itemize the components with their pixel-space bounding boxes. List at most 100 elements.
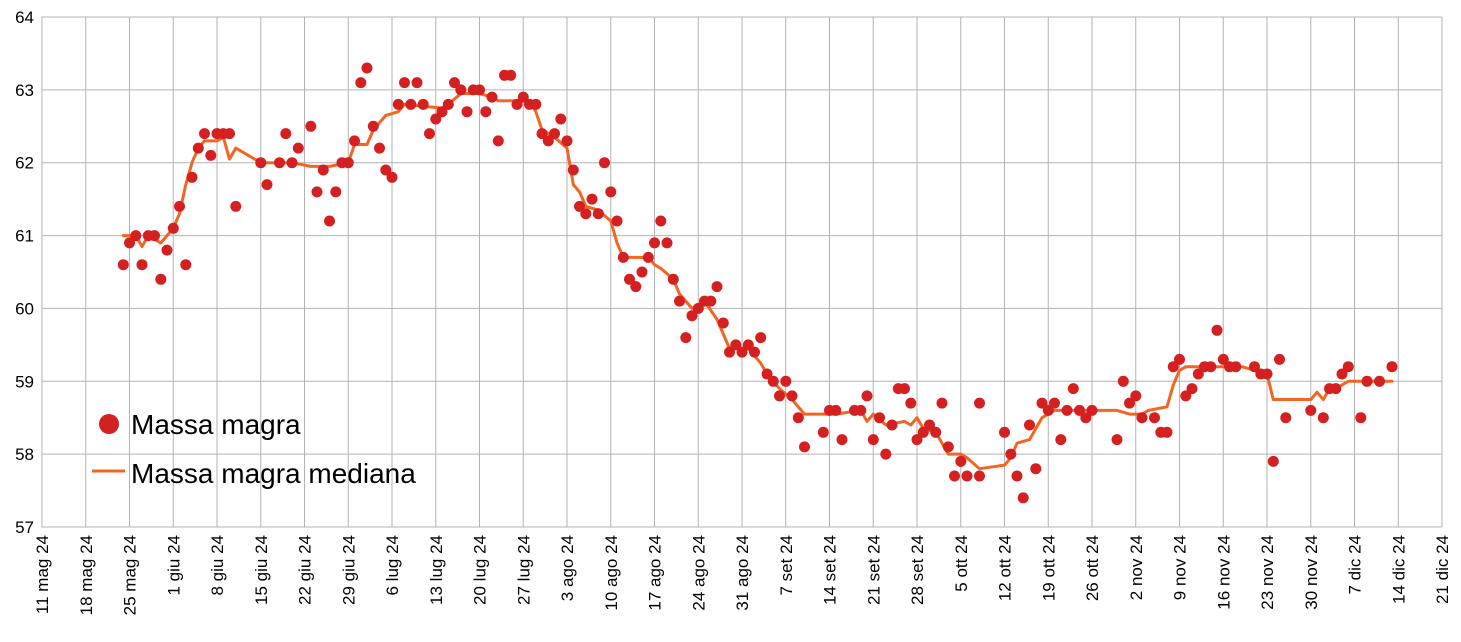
x-tick-label: 21 set 24 (864, 535, 883, 605)
x-tick-label: 25 mag 24 (121, 535, 140, 615)
grid (41, 16, 1443, 528)
data-point (255, 157, 267, 169)
x-tick-label: 6 lug 24 (383, 535, 402, 596)
data-point (667, 273, 679, 285)
legend-label-line: Massa magra mediana (131, 458, 416, 489)
data-point (230, 200, 242, 212)
data-point (661, 237, 673, 249)
data-point (1061, 404, 1073, 416)
data-point (580, 208, 592, 220)
x-tick-label: 1 giu 24 (164, 535, 183, 596)
data-point (555, 113, 567, 125)
data-point (1042, 404, 1054, 416)
data-point (724, 346, 735, 358)
data-point (911, 434, 923, 446)
data-point (1274, 353, 1285, 365)
data-point (180, 259, 192, 271)
data-point (405, 98, 417, 110)
data-point (511, 98, 523, 110)
data-point (530, 98, 542, 110)
data-point (961, 470, 973, 482)
data-point (942, 441, 954, 453)
x-tick-label: 14 dic 24 (1389, 535, 1408, 604)
data-point (1036, 397, 1048, 409)
scatter-series (117, 62, 1398, 504)
data-point (711, 281, 723, 293)
data-point (461, 106, 473, 118)
legend-label-scatter: Massa magra (131, 409, 301, 440)
data-point (199, 128, 210, 140)
data-point (1055, 434, 1067, 446)
x-tick-label: 19 ott 24 (1039, 535, 1058, 601)
data-point (999, 426, 1010, 438)
data-point (899, 383, 910, 395)
x-tick-label: 2 nov 24 (1127, 535, 1146, 600)
data-point (455, 84, 467, 96)
data-point (1167, 361, 1179, 373)
data-point (1249, 361, 1260, 373)
data-point (717, 317, 729, 329)
data-point (161, 244, 173, 256)
data-point (574, 200, 585, 212)
data-point (449, 77, 460, 89)
data-point (1186, 383, 1198, 395)
data-point (192, 142, 204, 154)
data-point (1217, 353, 1229, 365)
y-tick-label: 62 (15, 154, 34, 173)
data-point (536, 128, 548, 140)
x-tick-label: 30 nov 24 (1302, 535, 1321, 610)
data-point (1386, 361, 1398, 373)
x-tick-label: 27 lug 24 (514, 535, 533, 605)
data-point (549, 128, 560, 140)
data-point (874, 412, 885, 424)
data-point (924, 419, 935, 431)
data-point (936, 397, 948, 409)
data-point (1374, 375, 1385, 387)
data-point (205, 149, 217, 161)
data-point (305, 120, 317, 132)
data-point (1030, 463, 1042, 475)
y-tick-label: 64 (15, 8, 34, 27)
data-point (286, 157, 298, 169)
data-point (167, 222, 179, 234)
data-point (886, 419, 898, 431)
data-point (1074, 404, 1085, 416)
data-point (349, 135, 360, 147)
data-point (1230, 361, 1242, 373)
data-point (1355, 412, 1367, 424)
data-point (736, 346, 748, 358)
x-tick-label: 5 ott 24 (952, 535, 971, 592)
x-tick-label: 16 nov 24 (1214, 535, 1233, 610)
data-point (324, 215, 335, 227)
data-point (386, 171, 398, 183)
data-point (1017, 492, 1029, 504)
x-axis-tick-labels: 11 mag 24 18 mag 24 25 mag 24 1 giu 24 8 giu… (33, 535, 1452, 615)
x-tick-label: 18 mag 24 (77, 535, 96, 615)
data-point (780, 375, 792, 387)
data-point (311, 186, 323, 198)
data-point (730, 339, 742, 351)
data-point (1330, 383, 1342, 395)
data-point (861, 390, 873, 402)
x-tick-label: 15 giu 24 (252, 535, 271, 605)
x-tick-label: 20 lug 24 (471, 535, 490, 605)
x-tick-label: 21 dic 24 (1433, 535, 1452, 604)
data-point (411, 77, 423, 89)
data-point (836, 434, 848, 446)
data-point (424, 128, 435, 140)
x-tick-label: 22 giu 24 (296, 535, 315, 605)
y-tick-label: 61 (15, 227, 34, 246)
data-point (542, 135, 554, 147)
data-point (1342, 361, 1354, 373)
data-point (1111, 434, 1123, 446)
data-point (636, 266, 648, 278)
data-point (974, 470, 985, 482)
data-point (749, 346, 760, 358)
data-point (767, 375, 779, 387)
x-tick-label: 17 ago 24 (646, 535, 665, 611)
data-point (1161, 426, 1173, 438)
x-tick-label: 31 ago 24 (733, 535, 752, 611)
data-point (367, 120, 379, 132)
legend: Massa magra Massa magra mediana (92, 409, 416, 489)
